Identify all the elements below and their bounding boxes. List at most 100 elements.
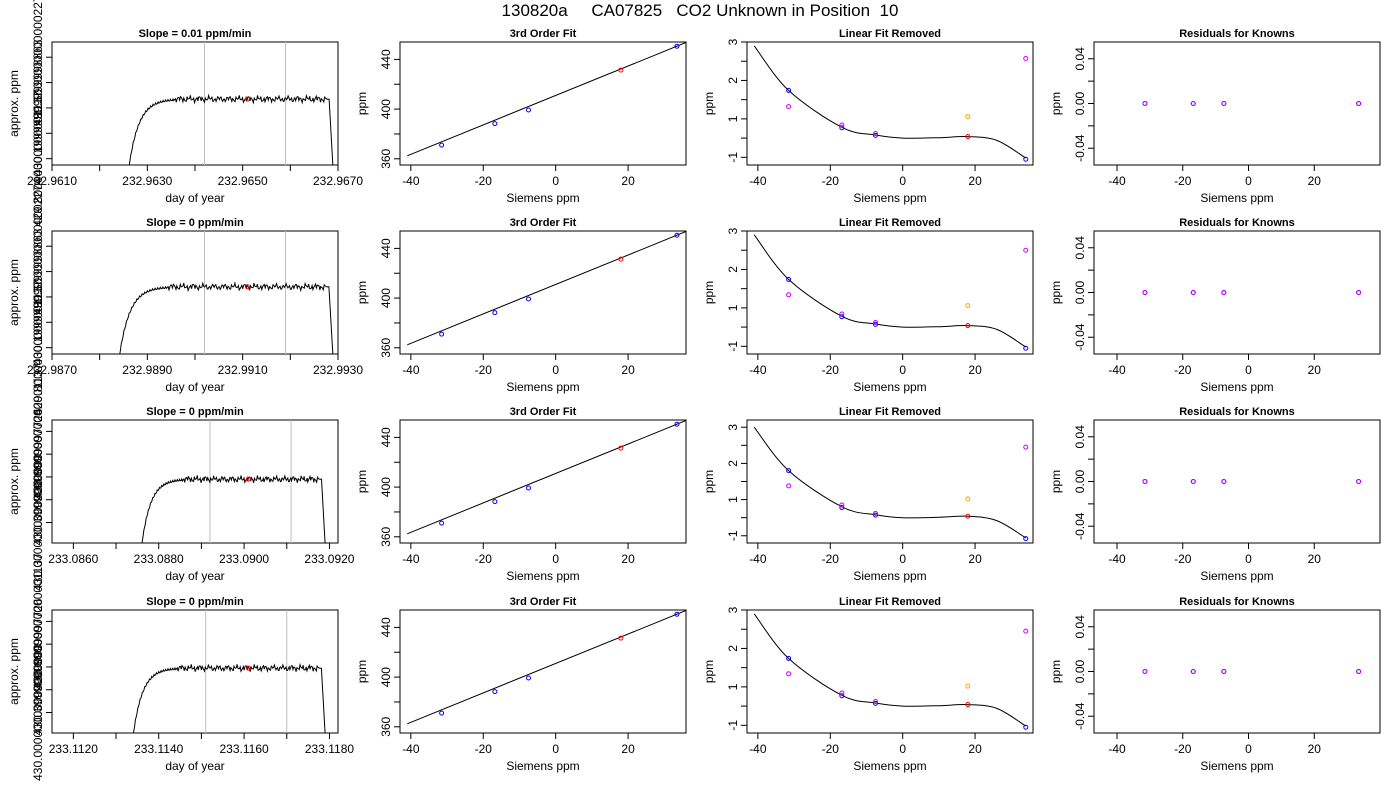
x-axis-label: Siemens ppm	[506, 191, 579, 205]
panel-resid-row4: Residuals for Knowns -40 -20 0 20 -0.04 0.00 0.…	[1049, 596, 1381, 773]
x-tick-label: 0	[552, 552, 559, 566]
y-tick-label: -1	[726, 530, 740, 541]
plot-area	[407, 231, 686, 346]
x-tick-label: -20	[822, 174, 840, 188]
x-tick-label: -20	[1174, 363, 1192, 377]
panel-linfit-row1: Linear Fit Removed -40 -20 0 20 -1 1 2 3 Siemens …	[702, 28, 1034, 205]
panel-trace-row2: Slope = 0 ppm/min 232.9870 232.9890 232.991…	[7, 177, 363, 415]
panel-fit-row2: 3rd Order Fit -40 -20 0 20 360 400 440 Siemens p…	[355, 217, 687, 394]
x-tick-label: -40	[1108, 174, 1126, 188]
data-point	[1023, 444, 1029, 450]
panel-trace-row3: Slope = 0 ppm/min 233.0860 233.0880 233.090…	[7, 363, 355, 591]
y-tick-label: 0.00	[1073, 469, 1087, 493]
x-tick-label: 233.0900	[219, 552, 269, 566]
plot-area	[753, 426, 1029, 542]
data-point	[873, 130, 879, 136]
data-point	[1142, 101, 1148, 106]
data-point	[674, 232, 680, 238]
data-point	[873, 698, 879, 704]
y-tick-label: 2	[726, 645, 740, 652]
y-tick-label: 0.04	[1073, 615, 1087, 639]
plot-frame	[746, 41, 1034, 166]
plot-frame	[1093, 41, 1381, 166]
plot-frame	[51, 230, 339, 355]
x-tick-label: 0	[1245, 174, 1252, 188]
data-point	[526, 675, 532, 681]
data-point	[1221, 101, 1227, 106]
x-axis-label: day of year	[165, 569, 224, 583]
y-tick-label: 400	[379, 667, 393, 687]
panel-title: 3rd Order Fit	[510, 28, 577, 40]
y-tick-label: 0.00	[1073, 91, 1087, 115]
data-point	[1221, 290, 1227, 295]
plot-area	[141, 420, 326, 543]
panel-trace-row4: Slope = 0 ppm/min 233.1120 233.1140 233.116…	[7, 553, 354, 781]
y-axis-label: ppm	[355, 92, 369, 115]
x-tick-label: -40	[402, 742, 420, 756]
x-axis-label: Siemens ppm	[506, 759, 579, 773]
plot-frame	[746, 609, 1034, 734]
panel-title: 3rd Order Fit	[510, 406, 577, 418]
data-point	[526, 107, 532, 113]
fit-line	[407, 420, 686, 535]
panel-title: Slope = 0.01 ppm/min	[139, 28, 252, 40]
x-tick-label: 20	[621, 174, 635, 188]
data-point	[439, 142, 445, 148]
y-tick-label: 1	[726, 115, 740, 122]
data-point	[1221, 669, 1227, 674]
x-tick-label: 20	[621, 363, 635, 377]
x-tick-label: 232.9670	[313, 174, 363, 188]
y-tick-label: 429.80000000000001137	[31, 279, 45, 415]
plot-area	[1142, 479, 1362, 484]
data-point	[786, 276, 792, 282]
y-axis-label: ppm	[1049, 660, 1063, 683]
y-axis-label: ppm	[702, 660, 716, 683]
x-tick-label: 232.9870	[27, 363, 77, 377]
x-tick-label: -20	[1174, 174, 1192, 188]
data-point	[674, 611, 680, 617]
data-point	[839, 502, 845, 508]
y-axis-label: approx. ppm	[7, 259, 21, 326]
data-point	[786, 292, 792, 298]
data-point	[1023, 247, 1029, 253]
panel-title: Linear Fit Removed	[839, 217, 941, 229]
y-axis-label: approx. ppm	[7, 70, 21, 137]
x-tick-label: 20	[621, 552, 635, 566]
data-point	[965, 323, 971, 329]
panel-title: Residuals for Knowns	[1179, 406, 1295, 418]
figure-title: 130820a CA07825 CO2 Unknown in Position …	[501, 1, 899, 20]
data-point	[873, 132, 879, 138]
sample-marker	[245, 476, 251, 482]
data-point	[873, 700, 879, 706]
y-axis-label: approx. ppm	[7, 448, 21, 515]
data-point	[965, 513, 971, 519]
plot-area	[753, 45, 1029, 162]
plot-frame	[1093, 230, 1381, 355]
plot-frame	[51, 609, 339, 734]
data-point	[439, 520, 445, 526]
data-point	[786, 87, 792, 93]
data-point	[839, 693, 845, 699]
x-axis-label: Siemens ppm	[853, 380, 926, 394]
y-tick-label: 400	[379, 288, 393, 308]
data-point	[839, 690, 845, 696]
data-point	[839, 311, 845, 317]
data-point	[618, 67, 624, 73]
y-tick-label: 430.39999999999997726	[31, 598, 45, 735]
x-tick-label: -40	[749, 174, 767, 188]
data-point	[1142, 290, 1148, 295]
data-point	[1023, 345, 1029, 351]
panel-title: Slope = 0 ppm/min	[146, 217, 244, 229]
x-tick-label: 0	[1245, 742, 1252, 756]
panel-title: 3rd Order Fit	[510, 596, 577, 608]
y-tick-label: 430.80000000000001137	[31, 553, 45, 689]
plot-area	[1142, 290, 1362, 295]
y-tick-label: 3	[726, 606, 740, 613]
plot-frame	[51, 41, 339, 166]
x-tick-label: -20	[822, 742, 840, 756]
trace-line	[132, 662, 326, 733]
plot-frame	[746, 419, 1034, 544]
data-point	[839, 125, 845, 131]
y-tick-label: 0.00	[1073, 659, 1087, 683]
data-point	[492, 310, 498, 316]
